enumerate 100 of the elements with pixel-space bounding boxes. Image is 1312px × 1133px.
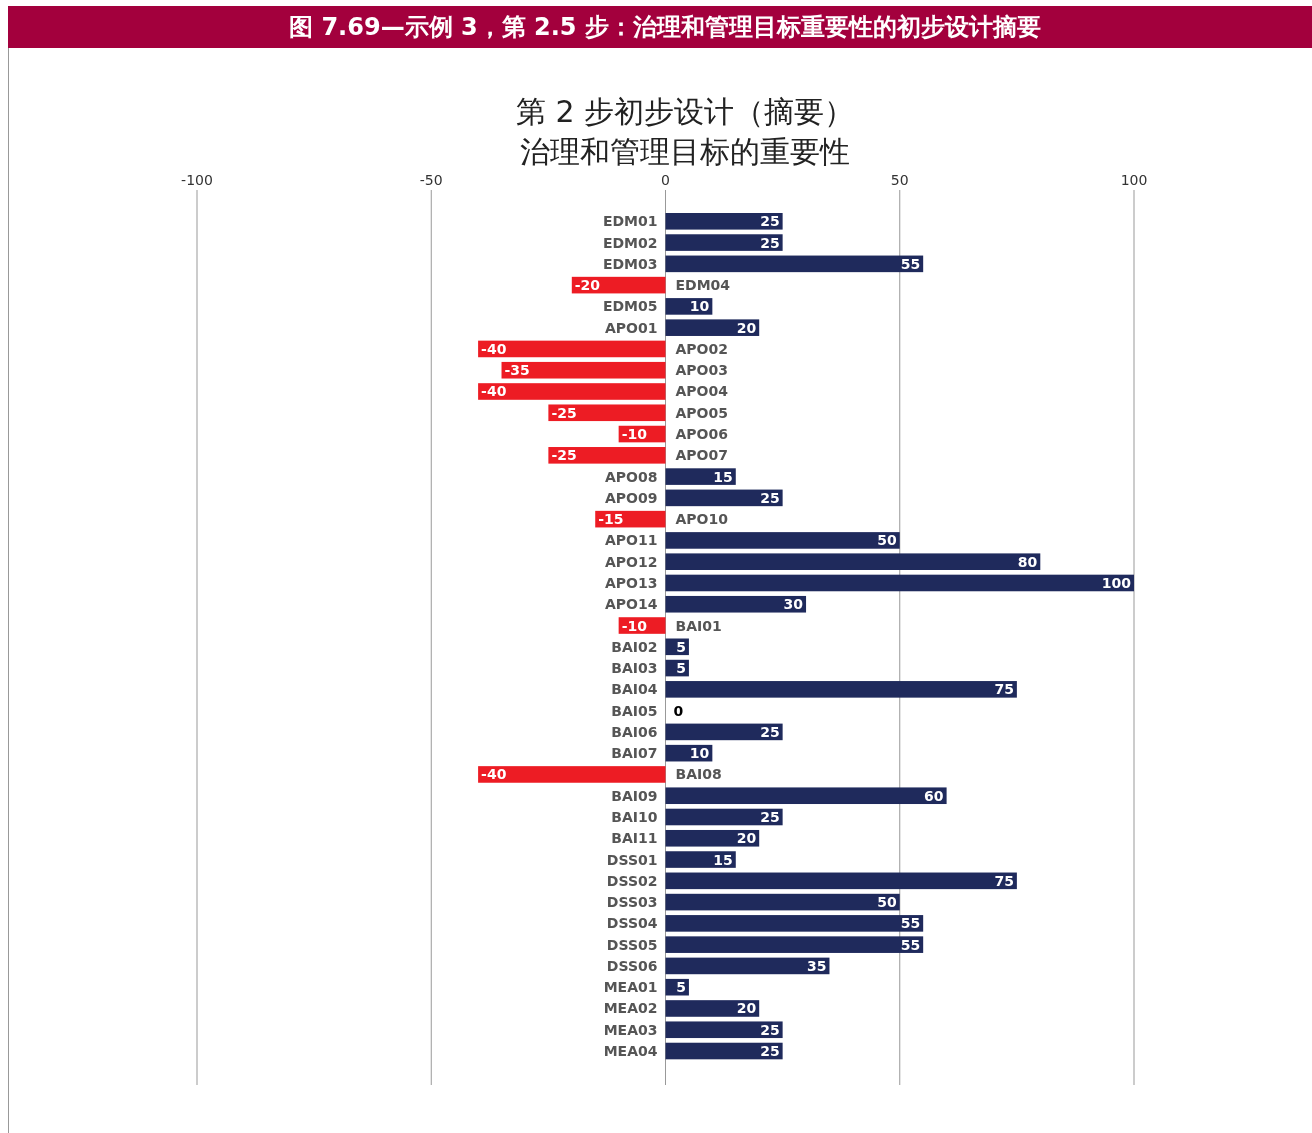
y-tick-label: APO07 xyxy=(675,447,728,464)
bar xyxy=(501,361,666,379)
y-tick-label: BAI10 xyxy=(611,809,658,825)
bar xyxy=(548,447,666,464)
data-label: 25 xyxy=(760,809,780,825)
data-label: 15 xyxy=(713,851,733,868)
data-label: 25 xyxy=(760,1043,780,1060)
y-tick-label: EDM02 xyxy=(602,234,658,251)
data-label: -40 xyxy=(481,766,507,783)
data-label: -40 xyxy=(481,340,507,357)
y-tick-label: APO03 xyxy=(675,362,728,379)
y-tick-label: MEA04 xyxy=(603,1043,658,1060)
y-tick-label: APO09 xyxy=(605,489,658,506)
data-label: 75 xyxy=(994,681,1014,698)
bar xyxy=(478,383,666,400)
y-tick-label: BAI09 xyxy=(611,787,658,804)
data-label: 10 xyxy=(689,298,710,315)
y-tick-label: BAI06 xyxy=(611,723,658,740)
bar xyxy=(548,404,666,422)
bar xyxy=(478,766,666,783)
bar xyxy=(665,723,783,741)
bar xyxy=(665,808,783,826)
y-tick-label: APO10 xyxy=(675,511,729,528)
data-label: 25 xyxy=(760,1021,780,1038)
y-tick-label: BAI05 xyxy=(611,702,658,719)
y-tick-label: EDM03 xyxy=(602,255,658,272)
bar xyxy=(665,936,924,953)
data-label: 20 xyxy=(736,319,757,336)
bar xyxy=(665,595,807,613)
y-tick-label: APO13 xyxy=(605,574,658,591)
data-label: 25 xyxy=(760,723,780,740)
y-tick-label: DSS04 xyxy=(606,915,658,932)
y-tick-label: APO12 xyxy=(605,553,658,570)
y-tick-label: BAI07 xyxy=(611,745,658,762)
bar xyxy=(665,1042,783,1060)
y-tick-label: BAI11 xyxy=(611,830,658,847)
bar xyxy=(665,893,900,911)
data-label: -25 xyxy=(551,404,577,421)
y-tick-label: APO06 xyxy=(675,426,728,443)
x-tick-label: 50 xyxy=(890,172,909,188)
data-label: 15 xyxy=(713,468,733,485)
bar xyxy=(665,872,1017,890)
data-label: 5 xyxy=(676,979,686,996)
data-label: -35 xyxy=(504,362,530,379)
bar xyxy=(665,787,947,805)
bar xyxy=(665,957,830,975)
bar xyxy=(478,340,666,358)
data-label: 75 xyxy=(994,872,1014,889)
data-label: 55 xyxy=(900,255,921,272)
y-tick-label: APO04 xyxy=(675,383,729,400)
bar xyxy=(665,1000,760,1017)
y-tick-label: DSS03 xyxy=(606,894,658,911)
bar xyxy=(665,489,783,507)
y-tick-label: MEA03 xyxy=(603,1021,658,1038)
y-tick-label: APO05 xyxy=(675,404,728,421)
y-tick-label: APO14 xyxy=(605,596,658,613)
data-label: 50 xyxy=(877,532,898,549)
y-tick-label: BAI03 xyxy=(611,660,658,677)
data-label: -40 xyxy=(481,383,507,400)
bar xyxy=(665,681,1017,698)
x-tick-label: 0 xyxy=(661,172,670,188)
y-tick-label: APO08 xyxy=(605,468,658,485)
data-label: 0 xyxy=(673,702,684,719)
data-label: -15 xyxy=(598,511,624,528)
data-label: -20 xyxy=(574,277,601,294)
x-tick-label: 100 xyxy=(1120,172,1148,188)
y-tick-label: EDM05 xyxy=(602,298,658,315)
y-tick-label: BAI08 xyxy=(675,766,722,783)
y-tick-label: BAI04 xyxy=(611,681,658,698)
data-label: 55 xyxy=(900,936,921,953)
bar xyxy=(665,468,736,485)
chart-subtitle: 第 2 步初步设计（摘要）治理和管理目标的重要性 xyxy=(514,93,856,171)
y-tick-label: MEA02 xyxy=(603,1000,658,1017)
y-tick-label: BAI01 xyxy=(675,617,722,634)
y-tick-label: APO01 xyxy=(605,319,658,336)
data-label: 20 xyxy=(736,830,757,847)
y-tick-label: EDM04 xyxy=(675,277,731,294)
y-tick-label: APO11 xyxy=(605,532,658,549)
bar xyxy=(665,234,783,251)
bar xyxy=(665,915,924,932)
y-tick-label: APO02 xyxy=(675,340,728,357)
data-label: 5 xyxy=(676,638,686,655)
data-label: 80 xyxy=(1017,553,1038,570)
bar xyxy=(665,532,900,549)
bar xyxy=(665,553,1041,570)
data-label: 100 xyxy=(1101,574,1132,591)
y-tick-label: BAI02 xyxy=(611,638,658,655)
data-label: 60 xyxy=(924,787,944,804)
data-label: -25 xyxy=(551,447,577,464)
y-tick-label: DSS05 xyxy=(606,936,658,953)
bar xyxy=(665,319,760,336)
bar xyxy=(665,255,924,273)
bar xyxy=(665,829,760,847)
y-tick-label: DSS06 xyxy=(606,957,658,974)
data-label: 25 xyxy=(760,213,780,230)
y-tick-label: MEA01 xyxy=(603,979,658,996)
x-tick-label: -100 xyxy=(181,172,213,188)
data-label: 50 xyxy=(877,894,898,911)
chart-title: 图 7.69—示例 3，第 2.5 步：治理和管理目标重要性的初步设计摘要 xyxy=(289,13,1041,41)
y-tick-label: EDM01 xyxy=(602,213,658,230)
